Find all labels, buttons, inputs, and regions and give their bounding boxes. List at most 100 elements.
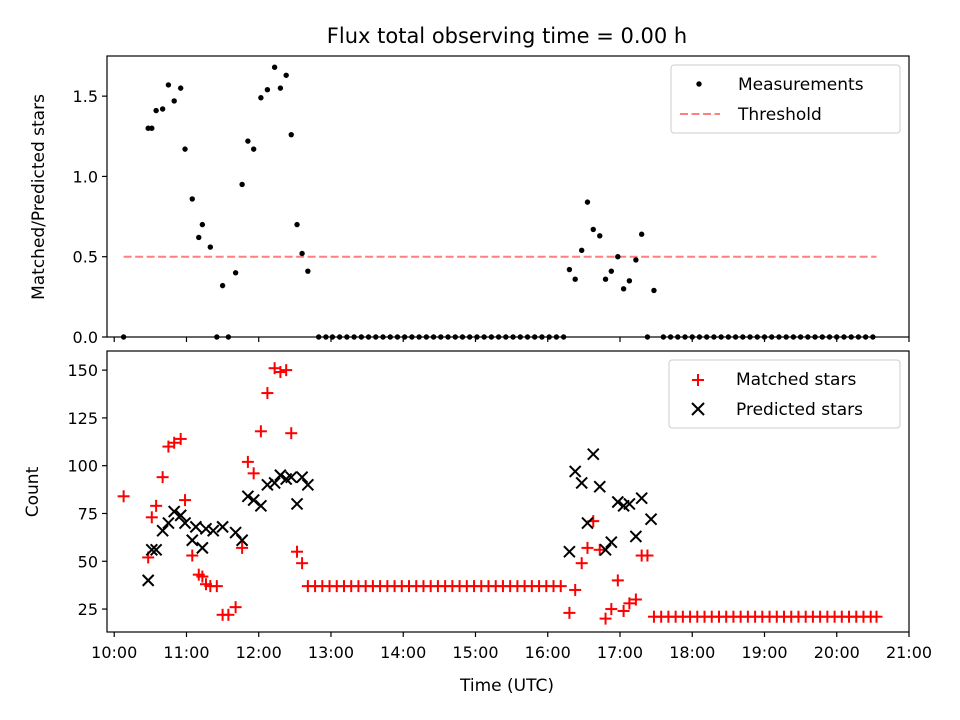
x-tick-label: 14:00 [380, 643, 426, 662]
bottom-legend-box [668, 359, 901, 429]
matched-star-point [156, 471, 169, 484]
predicted-star-stroke-b [301, 478, 315, 492]
predicted-star-stroke-b [199, 522, 213, 535]
predicted-star-point [235, 534, 249, 547]
x-tick-label: 12:00 [236, 643, 282, 662]
matched-star-point [617, 604, 630, 617]
predicted-star-stroke-b [141, 574, 155, 587]
measurement-point [597, 233, 603, 239]
matched-star-point [605, 603, 618, 616]
matched-star-point [563, 606, 576, 619]
legend-threshold-label: Threshold [737, 105, 822, 125]
bottom-legend: Matched stars Predicted stars [668, 359, 901, 429]
matched-star-point [229, 601, 242, 614]
bottom-y-tick-label: 100 [67, 457, 98, 476]
predicted-star-stroke-b [254, 499, 268, 513]
predicted-star-stroke-b [241, 490, 255, 503]
predicted-star-point [575, 476, 588, 490]
legend-matched-label: Matched stars [736, 370, 856, 390]
predicted-star-point [167, 505, 181, 518]
matched-star-point [186, 549, 199, 562]
predicted-star-stroke-b [611, 495, 625, 509]
legend-measurements-marker [696, 81, 702, 87]
measurement-point [199, 221, 206, 228]
predicted-star-stroke-b [162, 516, 175, 530]
matched-star-point [554, 580, 567, 593]
predicted-star-point [623, 497, 636, 511]
measurement-point [165, 82, 172, 88]
x-tick-label: 15:00 [452, 643, 498, 662]
measurement-point [153, 107, 159, 114]
matched-star-point [296, 557, 309, 570]
predicted-star-point [268, 476, 281, 490]
matched-star-point [222, 608, 235, 621]
predicted-star-point [274, 469, 287, 482]
predicted-star-point [207, 524, 220, 537]
predicted-star-point [156, 524, 169, 537]
matched-star-point [168, 436, 181, 449]
x-tick-label: 20:00 [814, 643, 860, 662]
predicted-star-point [241, 490, 255, 503]
bottom-y-tick-label: 150 [67, 361, 98, 380]
predicted-star-point [635, 491, 648, 505]
predicted-star-stroke-b [568, 465, 582, 478]
predicted-star-point [186, 534, 199, 547]
predicted-star-point [593, 480, 606, 493]
predicted-star-point [261, 478, 274, 492]
count-panel: Count 25 50 75 100 125 150 10:00 11:00 12:00 13:0… [23, 350, 932, 696]
predicted-star-stroke-b [295, 470, 309, 484]
matched-star-point [261, 387, 274, 400]
matched-star-point [236, 541, 249, 554]
matched-star-point [593, 543, 606, 556]
matched-star-point [599, 612, 612, 625]
measurement-point [602, 276, 609, 282]
matched-star-point [280, 364, 293, 377]
measurement-point [232, 270, 239, 276]
predicted-star-stroke-b [581, 516, 594, 530]
predicted-star-point [216, 520, 229, 534]
matched-star-point [247, 467, 260, 480]
measurement-point [264, 87, 271, 93]
matched-star-point [285, 427, 298, 440]
top-y-tick-label: 0.0 [73, 328, 98, 347]
predicted-star-point [141, 574, 155, 587]
predicted-star-stroke-b [605, 535, 618, 549]
predicted-star-point [563, 545, 576, 558]
predicted-star-stroke-b [189, 520, 203, 534]
top-legend: Measurements Threshold [670, 64, 901, 134]
predicted-star-stroke-b [274, 469, 287, 482]
x-tick-label: 18:00 [669, 643, 715, 662]
measurement-point [626, 278, 633, 284]
predicted-star-stroke-b [145, 543, 159, 557]
predicted-star-point [290, 497, 304, 511]
measurement-point [245, 138, 251, 144]
top-axes-frame [106, 55, 910, 338]
x-tick-label: 13:00 [308, 643, 354, 662]
matched-star-point [569, 583, 582, 596]
measurement-point [250, 146, 257, 152]
bottom-y-axis-label: Count [23, 466, 43, 517]
predicted-star-stroke-b [174, 509, 187, 522]
predicted-star-point [285, 470, 298, 484]
predicted-star-stroke-b [186, 534, 199, 547]
measurement-point [149, 125, 155, 131]
predicted-star-point [149, 543, 163, 557]
matched-star-point [210, 580, 223, 593]
x-axis-label: Time (UTC) [459, 676, 554, 696]
predicted-star-point [174, 509, 187, 522]
measurement-point [189, 196, 195, 202]
measurement-point [283, 72, 289, 78]
predicted-star-stroke-b [587, 448, 600, 461]
matched-star-point [274, 366, 287, 379]
legend-matched-marker [692, 374, 704, 386]
measurement-point [207, 244, 214, 250]
measurement-point [271, 64, 278, 70]
chart-title: Flux total observing time = 0.00 h [327, 24, 687, 48]
top-y-tick-label: 1.0 [73, 167, 98, 186]
matched-star-point [241, 455, 254, 468]
top-legend-box [670, 64, 901, 134]
top-y-tick-label: 0.5 [73, 248, 98, 267]
predicted-star-stroke-b [207, 524, 220, 537]
predicted-star-stroke-b [629, 530, 643, 543]
